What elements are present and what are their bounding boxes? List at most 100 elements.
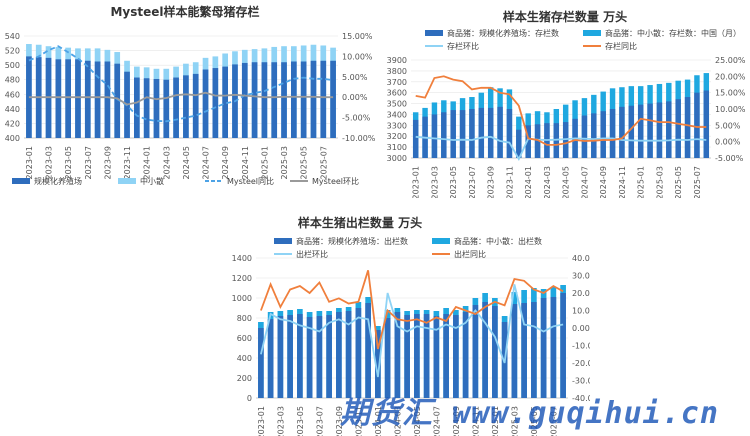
x-tick: 2023-03	[45, 146, 54, 179]
bar-large-scale	[560, 293, 566, 398]
legend: 商品猪：规模化养殖场：存栏数 商品猪：中小散：存栏数：中国（月） 存栏环比 存栏同比	[425, 28, 741, 51]
series-line	[415, 135, 707, 161]
bar-large-scale	[277, 316, 284, 398]
bar-large-scale	[628, 105, 635, 158]
bar-large-scale	[441, 112, 447, 158]
bar-large-scale	[281, 62, 287, 138]
bar-large-scale	[404, 315, 410, 398]
bars	[258, 285, 566, 398]
y-tick-right: -5.00%	[715, 154, 744, 163]
y-tick-left: 420	[5, 119, 20, 128]
y-tick-right: 15.00%	[715, 89, 746, 98]
y-tick-right: -20.00%	[572, 359, 590, 368]
bar-large-scale	[516, 129, 522, 158]
y-tick-left: 400	[237, 354, 252, 363]
bar-large-scale	[459, 110, 466, 158]
bar-large-scale	[492, 306, 498, 398]
y-tick-left: 480	[5, 76, 20, 85]
bar-large-scale	[591, 113, 597, 158]
x-tick: 2023-03	[276, 406, 285, 436]
bar-large-scale	[619, 106, 625, 158]
bar-large-scale	[336, 312, 342, 398]
y-tick-right: 25.00%	[715, 56, 746, 65]
y-tick-left: 400	[5, 134, 20, 143]
x-tick: 2023-11	[354, 406, 363, 436]
bar-large-scale	[183, 75, 189, 138]
series-line	[260, 270, 564, 350]
bar-large-scale	[666, 101, 672, 158]
x-tick: 2025-01	[260, 146, 269, 179]
x-tick: 2023-07	[315, 406, 324, 436]
bar-large-scale	[487, 107, 494, 158]
x-tick: 2024-07	[580, 166, 589, 198]
bar-large-scale	[320, 60, 327, 139]
bar-large-scale	[241, 62, 248, 139]
bar-large-scale	[562, 122, 569, 158]
legend-label: 出栏环比	[296, 249, 328, 259]
bar-large-scale	[212, 68, 219, 138]
chart-hog-slaughter: 样本生猪出栏数量 万头 1400 1200 1000 800 600 400 200 0 40.0…	[232, 215, 590, 436]
x-tick: 2023-09	[487, 166, 496, 198]
bar-large-scale	[330, 60, 336, 139]
y-tick-right: 10.00%	[572, 307, 590, 316]
y-tick-left: 440	[5, 105, 20, 114]
series-line	[28, 45, 334, 123]
legend-label: 商品猪：规模化养殖场：存栏数	[447, 28, 559, 38]
x-tick: 2024-01	[524, 166, 533, 198]
x-tick: 2025-01	[491, 406, 500, 436]
y-tick-right: 0.00%	[342, 93, 368, 102]
bar-large-scale	[251, 62, 258, 138]
bar-large-scale	[65, 59, 72, 138]
bar-large-scale	[431, 114, 438, 158]
bar-large-scale	[656, 102, 663, 158]
legend-label: 存栏同比	[605, 41, 637, 51]
legend-swatch	[274, 238, 292, 244]
x-tick: 2024-11	[241, 146, 250, 179]
x-tick: 2024-11	[471, 406, 480, 436]
bar-large-scale	[478, 107, 485, 158]
y-tick-left: 3500	[387, 100, 407, 109]
y-tick-left: 0	[247, 394, 252, 403]
bars	[412, 73, 710, 158]
legend-item: 商品猪：规模化养殖场：出栏数	[274, 236, 408, 246]
series-line	[260, 284, 564, 378]
y-axis-right: 40.00% 30.00% 20.00% 10.00% 0.00% -10.00% -20.…	[572, 254, 590, 403]
y-tick-right: 15.00%	[342, 32, 373, 41]
x-tick: 2023-03	[430, 166, 439, 198]
legend-item: 出栏环比	[274, 249, 328, 259]
y-tick-left: 200	[237, 374, 252, 383]
x-tick: 2024-07	[432, 406, 441, 436]
bar-large-scale	[365, 303, 371, 398]
x-tick: 2024-03	[162, 146, 171, 179]
bar-large-scale	[581, 115, 588, 158]
y-tick-right: 10.00%	[715, 105, 746, 114]
bar-large-scale	[443, 314, 449, 398]
y-tick-right: 40.00%	[572, 254, 590, 263]
bar-large-scale	[345, 311, 352, 398]
y-tick-left: 3600	[387, 89, 407, 98]
bar-large-scale	[163, 79, 170, 138]
y-tick-right: 5.00%	[342, 73, 368, 82]
legend-swatch	[583, 30, 601, 36]
x-tick: 2023-07	[84, 146, 93, 179]
bar-large-scale	[297, 314, 303, 398]
bar-large-scale	[703, 90, 710, 158]
y-tick-left: 520	[5, 47, 20, 56]
x-tick: 2023-09	[335, 406, 344, 436]
bar-large-scale	[684, 97, 691, 158]
y-tick-left: 3300	[387, 121, 407, 130]
legend-swatch	[425, 30, 443, 36]
bar-large-scale	[550, 297, 557, 398]
bar-large-scale	[511, 304, 518, 398]
x-tick: 2023-01	[25, 146, 34, 179]
y-tick-right: -30.00%	[572, 377, 590, 386]
x-tick: 2023-11	[123, 146, 132, 179]
bar-large-scale	[143, 78, 150, 138]
legend: 规模化养殖场 中小散 Mysteel同比 Mysteel环比	[12, 176, 359, 186]
bar-large-scale	[258, 328, 264, 398]
x-tick: 2024-09	[599, 166, 608, 198]
x-tick: 2024-01	[374, 406, 383, 436]
bar-large-scale	[222, 66, 229, 138]
chart-panel-hog-inventory: 样本生猪存栏数量 万头 3900 3800 3700 3600 3500 3400 3300 3…	[375, 0, 750, 198]
